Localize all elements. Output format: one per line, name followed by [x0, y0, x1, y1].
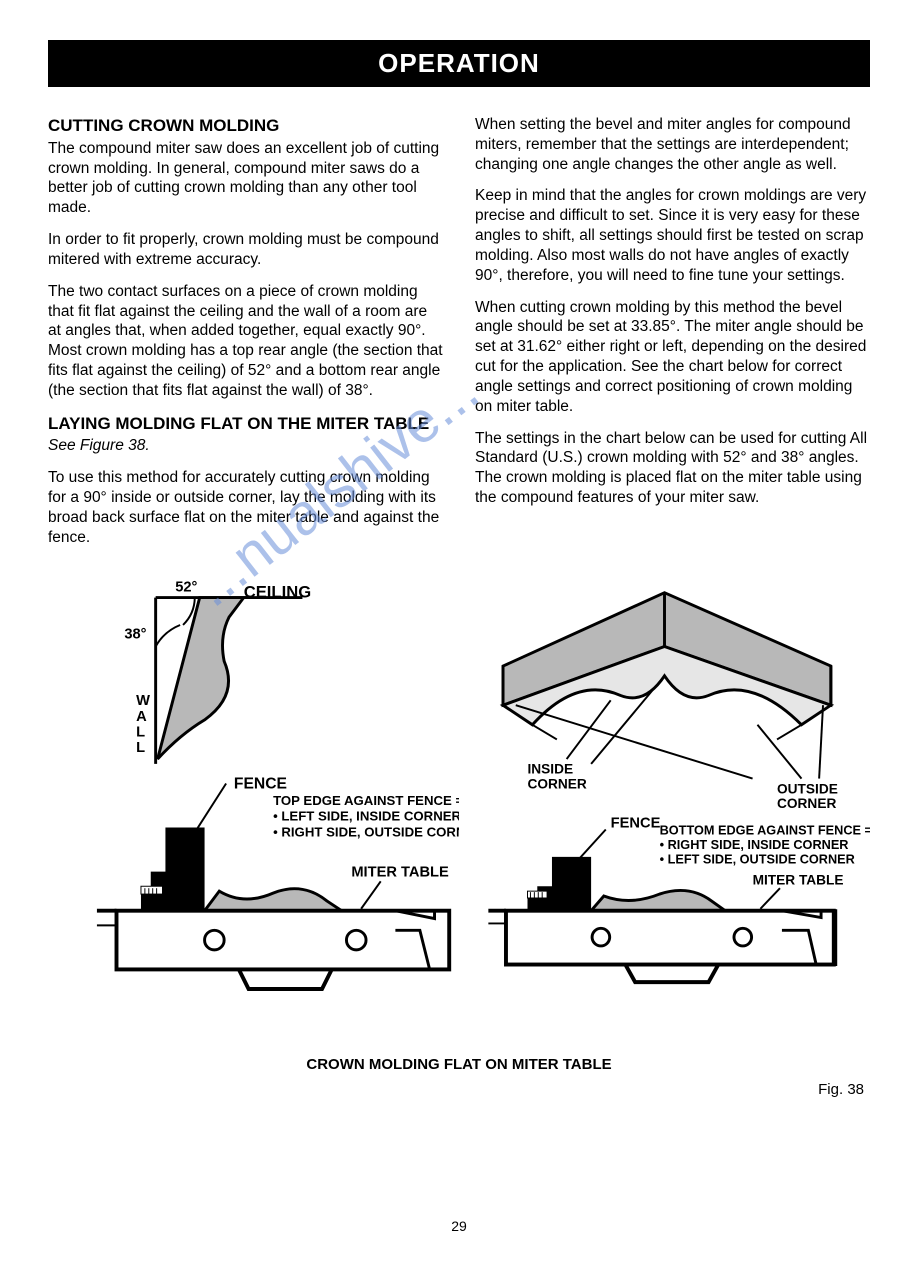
- label-52: 52°: [175, 579, 197, 595]
- figure-caption: CROWN MOLDING FLAT ON MITER TABLE: [48, 1056, 870, 1073]
- label-wall-l2: L: [136, 740, 145, 756]
- label-top-edge-b1: • LEFT SIDE, INSIDE CORNER: [273, 808, 459, 823]
- label-top-edge-b2: • RIGHT SIDE, OUTSIDE CORNER: [273, 824, 459, 839]
- heading-laying-molding: LAYING MOLDING FLAT ON THE MITER TABLE: [48, 413, 443, 435]
- label-inside-corner-1: INSIDE: [528, 761, 574, 776]
- label-top-edge-title: TOP EDGE AGAINST FENCE =: [273, 793, 459, 808]
- para-right-2: Keep in mind that the angles for crown m…: [475, 186, 870, 285]
- label-wall-l1: L: [136, 724, 145, 740]
- label-38: 38°: [124, 626, 146, 642]
- para-see-figure: See Figure 38.: [48, 436, 443, 456]
- label-bottom-edge-b1: • RIGHT SIDE, INSIDE CORNER: [660, 837, 849, 852]
- label-outside-corner-1: OUTSIDE: [777, 781, 838, 796]
- label-fence-right: FENCE: [611, 815, 661, 831]
- figure-38: 52° CEILING 38° W A L L FENCE: [48, 578, 870, 1098]
- text-columns: CUTTING CROWN MOLDING The compound miter…: [48, 115, 870, 560]
- label-outside-corner-2: CORNER: [777, 796, 836, 811]
- label-bottom-edge-title: BOTTOM EDGE AGAINST FENCE =: [660, 822, 870, 837]
- right-column: When setting the bevel and miter angles …: [475, 115, 870, 560]
- figure-left: 52° CEILING 38° W A L L FENCE: [48, 578, 459, 1038]
- page-title-bar: OPERATION: [48, 40, 870, 87]
- para-right-3: When cutting crown molding by this metho…: [475, 298, 870, 417]
- label-wall-w: W: [136, 693, 150, 709]
- label-inside-corner-2: CORNER: [528, 776, 587, 791]
- label-miter-right: MITER TABLE: [753, 872, 844, 887]
- figure-right: INSIDE CORNER OUTSIDE CORNER FENCE: [459, 578, 870, 1038]
- para-right-4: The settings in the chart below can be u…: [475, 429, 870, 508]
- para-right-1: When setting the bevel and miter angles …: [475, 115, 870, 174]
- para-left-3: The two contact surfaces on a piece of c…: [48, 282, 443, 401]
- para-left-2: In order to fit properly, crown molding …: [48, 230, 443, 270]
- para-left-1: The compound miter saw does an excellent…: [48, 139, 443, 218]
- page-number: 29: [48, 1218, 870, 1234]
- label-bottom-edge-b2: • LEFT SIDE, OUTSIDE CORNER: [660, 851, 855, 866]
- left-column: CUTTING CROWN MOLDING The compound miter…: [48, 115, 443, 560]
- para-left-5: To use this method for accurately cuttin…: [48, 468, 443, 547]
- figure-number: Fig. 38: [48, 1081, 870, 1098]
- label-fence-left: FENCE: [234, 775, 287, 792]
- label-ceiling: CEILING: [244, 582, 311, 601]
- label-wall-a: A: [136, 708, 147, 724]
- heading-cutting-crown: CUTTING CROWN MOLDING: [48, 115, 443, 137]
- label-miter-left: MITER TABLE: [351, 864, 449, 880]
